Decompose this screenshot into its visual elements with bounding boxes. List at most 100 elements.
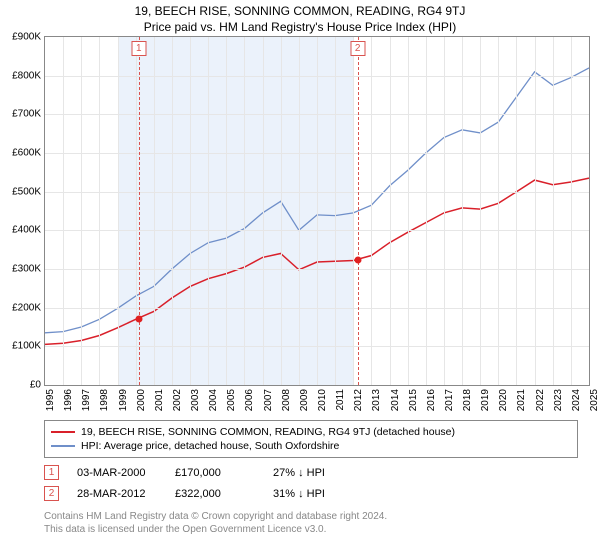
event-row-date: 28-MAR-2012 xyxy=(77,488,157,500)
axis-x-label: 2023 xyxy=(553,389,564,411)
axis-x-label: 2013 xyxy=(371,389,382,411)
axis-x-label: 1997 xyxy=(81,389,92,411)
event-row-delta: 27% ↓ HPI xyxy=(273,467,353,479)
event-row: 2 28-MAR-2012 £322,000 31% ↓ HPI xyxy=(44,483,578,504)
event-row-num: 2 xyxy=(44,486,59,501)
legend-label: HPI: Average price, detached house, Sout… xyxy=(81,440,339,452)
axis-x-label: 2009 xyxy=(299,389,310,411)
attribution: Contains HM Land Registry data © Crown c… xyxy=(44,510,578,536)
axis-x-label: 2004 xyxy=(208,389,219,411)
gridline-x xyxy=(244,37,245,385)
axis-x-label: 2025 xyxy=(589,389,600,411)
axis-x-label: 2021 xyxy=(516,389,527,411)
gridline-x xyxy=(226,37,227,385)
axis-x-label: 2007 xyxy=(263,389,274,411)
legend-swatch xyxy=(51,445,75,447)
event-marker-1: 1 xyxy=(131,41,146,56)
gridline-x xyxy=(263,37,264,385)
axis-y-label: £300K xyxy=(12,264,41,275)
axis-x-label: 1999 xyxy=(118,389,129,411)
axis-x-label: 2002 xyxy=(172,389,183,411)
gridline-x xyxy=(190,37,191,385)
event-row-delta: 31% ↓ HPI xyxy=(273,488,353,500)
gridline-x xyxy=(81,37,82,385)
gridline-x xyxy=(444,37,445,385)
axis-x-label: 2014 xyxy=(390,389,401,411)
axis-x-label: 2001 xyxy=(154,389,165,411)
axis-y-label: £400K xyxy=(12,225,41,236)
axis-x-label: 1998 xyxy=(99,389,110,411)
legend-item: HPI: Average price, detached house, Sout… xyxy=(51,439,571,453)
event-marker-2: 2 xyxy=(350,41,365,56)
gridline-x xyxy=(335,37,336,385)
axis-x-label: 2000 xyxy=(136,389,147,411)
axis-x-label: 2019 xyxy=(480,389,491,411)
gridline-x xyxy=(462,37,463,385)
gridline-x xyxy=(281,37,282,385)
chart-subtitle: Price paid vs. HM Land Registry's House … xyxy=(0,18,600,36)
gridline-x xyxy=(408,37,409,385)
gridline-x xyxy=(535,37,536,385)
gridline-x xyxy=(516,37,517,385)
axis-y-label: £100K xyxy=(12,341,41,352)
gridline-x xyxy=(136,37,137,385)
event-dot-1 xyxy=(135,316,142,323)
axis-y-label: £800K xyxy=(12,70,41,81)
axis-x-label: 2017 xyxy=(444,389,455,411)
axis-x-label: 1995 xyxy=(45,389,56,411)
axis-x-label: 2012 xyxy=(353,389,364,411)
axis-x-label: 2006 xyxy=(244,389,255,411)
legend-swatch xyxy=(51,431,75,433)
gridline-x xyxy=(208,37,209,385)
gridline-x xyxy=(118,37,119,385)
gridline-x xyxy=(154,37,155,385)
chart-title: 19, BEECH RISE, SONNING COMMON, READING,… xyxy=(0,0,600,18)
gridline-x xyxy=(353,37,354,385)
gridline-x xyxy=(172,37,173,385)
axis-x-label: 2003 xyxy=(190,389,201,411)
attribution-line-2: This data is licensed under the Open Gov… xyxy=(44,523,578,536)
gridline-x xyxy=(553,37,554,385)
gridline-x xyxy=(571,37,572,385)
figure-container: 19, BEECH RISE, SONNING COMMON, READING,… xyxy=(0,0,600,560)
chart-plot-area: £0£100K£200K£300K£400K£500K£600K£700K£80… xyxy=(44,36,590,386)
gridline-x xyxy=(99,37,100,385)
event-dot-2 xyxy=(354,257,361,264)
legend-label: 19, BEECH RISE, SONNING COMMON, READING,… xyxy=(81,426,455,438)
event-row: 1 03-MAR-2000 £170,000 27% ↓ HPI xyxy=(44,462,578,483)
event-row-price: £322,000 xyxy=(175,488,255,500)
event-line-2 xyxy=(358,37,359,385)
events-table: 1 03-MAR-2000 £170,000 27% ↓ HPI 2 28-MAR-201… xyxy=(44,462,578,504)
axis-y-label: £600K xyxy=(12,148,41,159)
attribution-line-1: Contains HM Land Registry data © Crown c… xyxy=(44,510,578,523)
axis-x-label: 2024 xyxy=(571,389,582,411)
event-line-1 xyxy=(139,37,140,385)
legend-item: 19, BEECH RISE, SONNING COMMON, READING,… xyxy=(51,425,571,439)
axis-x-label: 2016 xyxy=(426,389,437,411)
axis-x-label: 2020 xyxy=(498,389,509,411)
axis-x-label: 1996 xyxy=(63,389,74,411)
axis-y-label: £700K xyxy=(12,109,41,120)
axis-y-label: £200K xyxy=(12,302,41,313)
axis-x-label: 2010 xyxy=(317,389,328,411)
axis-x-label: 2022 xyxy=(535,389,546,411)
axis-y-label: £0 xyxy=(30,380,41,391)
axis-x-label: 2015 xyxy=(408,389,419,411)
axis-x-label: 2011 xyxy=(335,389,346,411)
gridline-x xyxy=(317,37,318,385)
axis-x-label: 2008 xyxy=(281,389,292,411)
event-row-num: 1 xyxy=(44,465,59,480)
axis-x-label: 2018 xyxy=(462,389,473,411)
event-row-date: 03-MAR-2000 xyxy=(77,467,157,479)
gridline-x xyxy=(299,37,300,385)
gridline-x xyxy=(426,37,427,385)
gridline-x xyxy=(498,37,499,385)
axis-y-label: £900K xyxy=(12,32,41,43)
gridline-x xyxy=(480,37,481,385)
axis-y-label: £500K xyxy=(12,186,41,197)
gridline-x xyxy=(371,37,372,385)
legend-box: 19, BEECH RISE, SONNING COMMON, READING,… xyxy=(44,420,578,458)
gridline-x xyxy=(390,37,391,385)
event-row-price: £170,000 xyxy=(175,467,255,479)
gridline-x xyxy=(63,37,64,385)
